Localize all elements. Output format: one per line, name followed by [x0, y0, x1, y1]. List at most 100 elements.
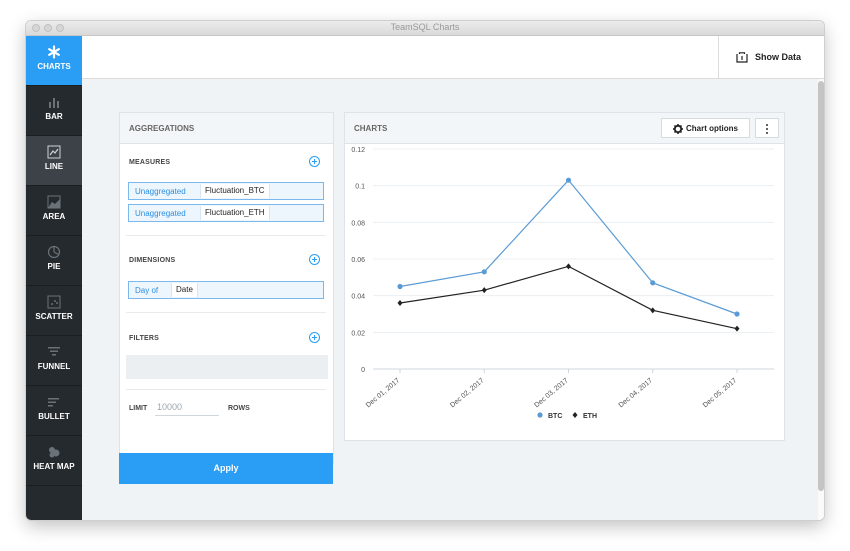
- show-data-button[interactable]: Show Data: [718, 36, 824, 78]
- bar-chart-icon: [49, 98, 59, 108]
- sidebar-item-scatter[interactable]: SCATTER: [26, 286, 82, 336]
- sidebar-item-funnel[interactable]: FUNNEL: [26, 336, 82, 386]
- zoom-window-button[interactable]: [56, 24, 64, 32]
- charts-title: CHARTS: [354, 124, 388, 133]
- y-tick-label: 0.02: [351, 330, 365, 337]
- dimension-pill-date[interactable]: Day of Date: [128, 281, 324, 299]
- limit-label: LIMIT: [129, 405, 148, 412]
- dimension-field: Date: [171, 283, 198, 297]
- limit-input[interactable]: [155, 399, 219, 416]
- data-point-btc: [481, 269, 487, 275]
- line-chart-icon: [47, 145, 61, 159]
- show-data-label: Show Data: [755, 52, 802, 62]
- more-options-button[interactable]: [755, 118, 779, 138]
- x-tick-label: Dec 02, 2017: [449, 377, 485, 409]
- sidebar-item-line[interactable]: LINE: [26, 136, 82, 186]
- chart-options-label: Chart options: [686, 124, 738, 133]
- data-point-btc: [397, 283, 403, 290]
- measure-aggregation[interactable]: Unaggregated: [135, 187, 186, 196]
- legend-label: BTC: [548, 413, 562, 420]
- sidebar-item-label: BAR: [45, 112, 63, 121]
- sidebar-item-charts[interactable]: CHARTS: [26, 36, 82, 86]
- x-tick-label: Dec 03, 2017: [533, 377, 569, 409]
- aggregations-title: AGGREGATIONS: [129, 124, 195, 133]
- sidebar-item-label: FUNNEL: [37, 362, 71, 371]
- measure-pill-btc[interactable]: Unaggregated Fluctuation_BTC: [128, 182, 324, 200]
- section-divider: [126, 235, 326, 236]
- measure-aggregation[interactable]: Unaggregated: [135, 209, 186, 218]
- minimize-window-button[interactable]: [44, 24, 52, 32]
- app-window: TeamSQL Charts CHARTS BAR LINE AREA PIE …: [26, 21, 824, 520]
- y-tick-label: 0.12: [351, 147, 365, 154]
- add-dimension-icon[interactable]: [309, 254, 320, 265]
- aggregations-header: AGGREGATIONS: [120, 113, 333, 144]
- data-point-btc: [565, 177, 572, 183]
- measure-field: Fluctuation_BTC: [200, 184, 270, 198]
- gear-icon: [673, 124, 683, 134]
- asterisk-icon: [48, 45, 60, 59]
- sidebar-item-label: HEAT MAP: [33, 462, 75, 471]
- filters-label: FILTERS: [129, 335, 160, 342]
- y-tick-label: 0.06: [351, 257, 365, 264]
- measure-pill-eth[interactable]: Unaggregated Fluctuation_ETH: [128, 204, 324, 222]
- series-line-eth: [399, 265, 738, 330]
- title-bar: TeamSQL Charts: [26, 21, 824, 36]
- sidebar-item-bar[interactable]: BAR: [26, 86, 82, 136]
- add-measure-icon[interactable]: [309, 156, 320, 167]
- aggregations-panel: AGGREGATIONS MEASURES Unaggregated Fluct…: [119, 112, 334, 464]
- data-point-eth: [566, 263, 571, 270]
- data-point-eth: [397, 300, 403, 306]
- rows-label: ROWS: [228, 405, 250, 412]
- chart-options-button[interactable]: Chart options: [661, 118, 750, 138]
- x-tick-label: Dec 05, 2017: [702, 377, 738, 409]
- sidebar-item-heat-map[interactable]: HEAT MAP: [26, 436, 82, 486]
- area-chart-icon: [47, 195, 61, 209]
- main-content: AGGREGATIONS MEASURES Unaggregated Fluct…: [82, 79, 818, 520]
- pie-chart-icon: [47, 245, 61, 259]
- vertical-dots-icon: [766, 124, 768, 126]
- funnel-chart-icon: [48, 347, 60, 356]
- show-data-icon: [736, 52, 748, 63]
- sidebar-item-label: LINE: [44, 162, 64, 171]
- data-point-eth: [650, 307, 656, 314]
- legend-marker: [572, 412, 578, 418]
- add-filter-icon[interactable]: [309, 332, 320, 343]
- apply-button[interactable]: Apply: [119, 453, 333, 484]
- y-tick-label: 0.08: [351, 220, 365, 227]
- window-title: TeamSQL Charts: [390, 22, 460, 32]
- sidebar-item-label: AREA: [42, 212, 66, 221]
- sidebar-item-label: SCATTER: [35, 312, 73, 321]
- measure-field: Fluctuation_ETH: [200, 206, 270, 220]
- data-point-eth: [481, 287, 487, 294]
- sidebar-item-area[interactable]: AREA: [26, 186, 82, 236]
- sidebar-item-label: CHARTS: [37, 62, 71, 71]
- bullet-chart-icon: [48, 398, 59, 407]
- line-chart: 0 0.02 0.04 0.06 0.08 0.1 0.12 Dec 01, 2017 Dec …: [351, 147, 774, 420]
- y-tick-label: 0: [361, 367, 365, 374]
- charts-panel: CHARTS Chart options 0 0.02 0.04 0.06 0.08 0.…: [344, 112, 785, 441]
- scatter-chart-icon: [47, 295, 61, 309]
- sidebar: CHARTS BAR LINE AREA PIE SCATTER FUNNEL: [26, 36, 82, 520]
- x-tick-label: Dec 04, 2017: [618, 377, 654, 409]
- close-window-button[interactable]: [32, 24, 40, 32]
- measures-label: MEASURES: [129, 159, 171, 166]
- dimensions-label: DIMENSIONS: [129, 257, 176, 264]
- sidebar-item-pie[interactable]: PIE: [26, 236, 82, 286]
- x-tick-label: Dec 01, 2017: [365, 377, 401, 409]
- data-point-btc: [734, 311, 740, 317]
- data-point-btc: [650, 280, 656, 286]
- section-divider: [126, 389, 326, 390]
- sidebar-item-label: BULLET: [38, 412, 70, 421]
- legend-marker: [537, 412, 543, 418]
- top-bar: Show Data: [82, 36, 824, 79]
- sidebar-item-label: PIE: [47, 262, 61, 271]
- legend-label: ETH: [583, 413, 597, 420]
- sidebar-item-bullet[interactable]: BULLET: [26, 386, 82, 436]
- y-tick-label: 0.1: [355, 184, 365, 191]
- y-tick-label: 0.04: [351, 294, 365, 301]
- dimension-aggregation[interactable]: Day of: [135, 286, 159, 295]
- filter-drop-zone[interactable]: [126, 355, 328, 379]
- section-divider: [126, 312, 326, 313]
- data-point-eth: [734, 325, 740, 332]
- scrollbar-thumb[interactable]: [818, 81, 824, 491]
